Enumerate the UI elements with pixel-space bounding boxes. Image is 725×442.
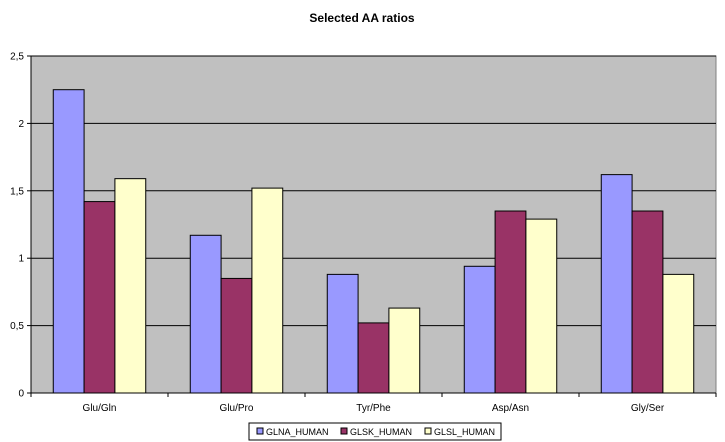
bar-glna-human-tyr-phe <box>326 273 359 394</box>
y-tick-label: 2,5 <box>10 52 24 63</box>
bar-glsl-human-glu-gln <box>114 178 147 394</box>
bar-glna-human-glu-gln <box>52 89 85 394</box>
x-tick-label: Asp/Asn <box>492 403 529 414</box>
bar-glsl-human-gly-ser <box>662 273 695 394</box>
x-tick-label: Gly/Ser <box>631 403 665 414</box>
y-tick-label: 0 <box>18 389 24 400</box>
bar-glsl-human-glu-pro <box>251 187 284 394</box>
legend <box>248 422 502 441</box>
legend-swatch <box>256 427 264 435</box>
chart-title: Selected AA ratios <box>309 11 414 25</box>
bar-glna-human-glu-pro <box>189 234 222 394</box>
x-tick-label: Glu/Pro <box>220 403 254 414</box>
legend-label: GLSK_HUMAN <box>350 427 412 437</box>
bar-glsk-human-tyr-phe <box>357 322 390 394</box>
bar-glsk-human-glu-pro <box>220 277 253 394</box>
bar-glsl-human-asp-asn <box>525 218 558 394</box>
bar-glsk-human-asp-asn <box>494 210 527 394</box>
bar-glna-human-gly-ser <box>600 174 633 394</box>
x-tick-label: Glu/Gln <box>83 403 117 414</box>
legend-label: GLNA_HUMAN <box>266 427 329 437</box>
legend-swatch <box>340 427 348 435</box>
bar-glna-human-asp-asn <box>463 265 496 394</box>
legend-label: GLSL_HUMAN <box>434 427 495 437</box>
y-tick-label: 0,5 <box>10 321 24 332</box>
bar-glsk-human-glu-gln <box>83 201 116 394</box>
y-tick-label: 1,5 <box>10 186 24 197</box>
x-tick-label: Tyr/Phe <box>356 403 391 414</box>
y-tick-label: 2 <box>18 119 24 130</box>
bar-glsk-human-gly-ser <box>631 210 664 394</box>
y-tick-label: 1 <box>18 254 24 265</box>
bar-glsl-human-tyr-phe <box>388 307 421 394</box>
legend-swatch <box>424 427 432 435</box>
